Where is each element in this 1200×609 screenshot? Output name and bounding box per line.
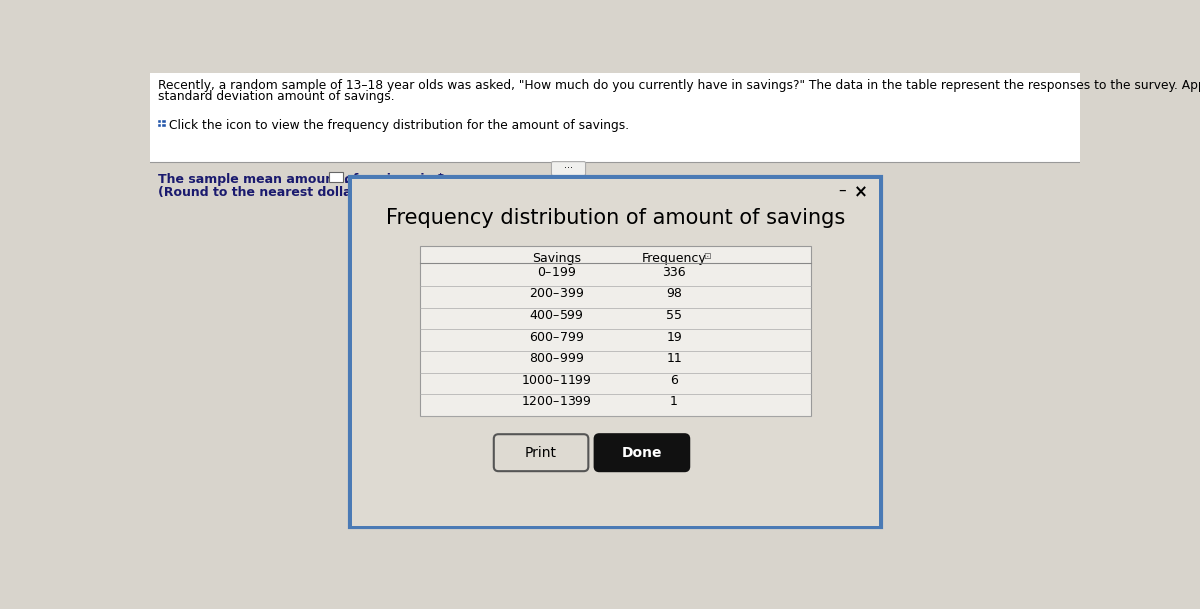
Text: Frequency distribution of amount of savings: Frequency distribution of amount of savi…: [385, 208, 845, 228]
FancyBboxPatch shape: [162, 124, 166, 127]
Text: $800–$999: $800–$999: [529, 352, 584, 365]
Text: Recently, a random sample of 13–18 year olds was asked, "How much do you current: Recently, a random sample of 13–18 year …: [157, 79, 1200, 92]
Text: $1000–$1199: $1000–$1199: [521, 374, 592, 387]
Text: 98: 98: [666, 287, 682, 300]
Text: –: –: [839, 183, 846, 198]
Text: (Round to the nearest dollar as needed.): (Round to the nearest dollar as needed.): [157, 186, 445, 199]
Text: Frequency: Frequency: [642, 253, 707, 266]
Text: 336: 336: [662, 266, 686, 279]
FancyBboxPatch shape: [552, 161, 586, 175]
Text: .: .: [344, 173, 349, 186]
Text: standard deviation amount of savings.: standard deviation amount of savings.: [157, 90, 395, 103]
Text: $400–$599: $400–$599: [529, 309, 584, 322]
Text: 11: 11: [666, 352, 682, 365]
FancyBboxPatch shape: [329, 172, 342, 183]
Text: $600–$799: $600–$799: [529, 331, 584, 343]
FancyBboxPatch shape: [162, 119, 166, 123]
Text: $200–$399: $200–$399: [529, 287, 584, 300]
FancyBboxPatch shape: [493, 434, 588, 471]
FancyBboxPatch shape: [157, 124, 161, 127]
Text: 55: 55: [666, 309, 682, 322]
Text: Savings: Savings: [532, 253, 581, 266]
FancyBboxPatch shape: [420, 246, 811, 416]
Text: Done: Done: [622, 446, 662, 460]
FancyBboxPatch shape: [350, 177, 881, 527]
Text: 6: 6: [670, 374, 678, 387]
Text: 1: 1: [670, 395, 678, 408]
Text: $1200–$1399: $1200–$1399: [521, 395, 592, 408]
FancyBboxPatch shape: [150, 73, 1080, 161]
FancyBboxPatch shape: [157, 119, 161, 123]
FancyBboxPatch shape: [352, 178, 880, 526]
Text: 19: 19: [666, 331, 682, 343]
Text: ×: ×: [853, 183, 868, 201]
Text: Click the icon to view the frequency distribution for the amount of savings.: Click the icon to view the frequency dis…: [168, 119, 629, 132]
Text: Print: Print: [526, 446, 557, 460]
Text: $0–$199: $0–$199: [538, 266, 576, 279]
Text: ···: ···: [564, 164, 574, 174]
Text: ⊡: ⊡: [703, 252, 712, 261]
FancyBboxPatch shape: [595, 434, 689, 471]
Text: The sample mean amount of savings is $: The sample mean amount of savings is $: [157, 173, 445, 186]
